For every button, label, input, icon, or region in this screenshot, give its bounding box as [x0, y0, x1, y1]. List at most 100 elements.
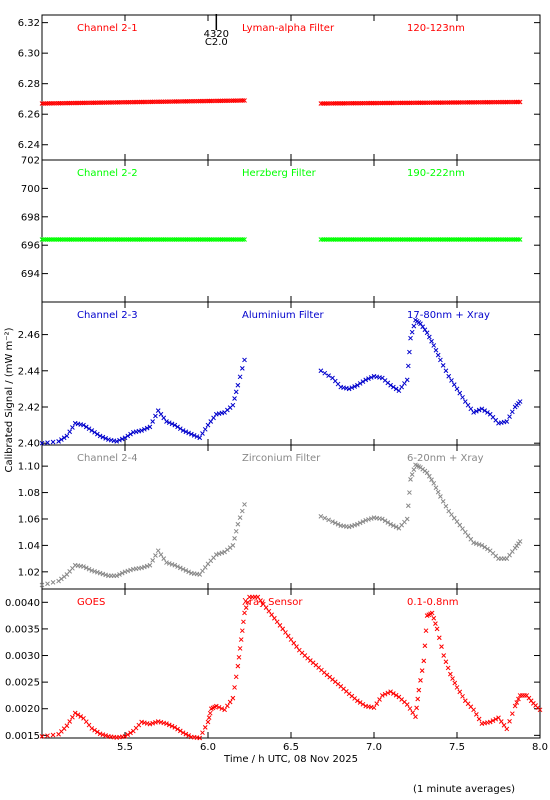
data-point-p1-18 [72, 237, 78, 242]
data-point-p0-156 [400, 100, 405, 106]
data-point-p4-64 [216, 704, 222, 710]
xtick-label-2: 6.5 [283, 742, 299, 753]
data-point-p0-132 [356, 100, 362, 106]
data-point-p0-108 [238, 98, 244, 103]
data-point-p1-135 [361, 237, 367, 242]
data-point-p1-40 [113, 237, 118, 242]
data-point-p4-55 [200, 730, 205, 736]
data-point-p1-163 [412, 237, 418, 242]
data-point-p1-221 [517, 237, 523, 242]
data-point-p3-60 [213, 552, 219, 558]
data-point-p2-99 [393, 386, 399, 392]
data-point-p2-133 [471, 410, 476, 415]
data-point-p1-114 [323, 237, 329, 242]
data-point-p0-157 [401, 100, 407, 106]
data-point-p0-17 [70, 100, 76, 106]
data-point-p1-189 [459, 237, 465, 242]
data-point-p0-144 [378, 100, 383, 106]
data-point-p0-38 [109, 100, 115, 105]
data-point-p2-39 [155, 408, 161, 413]
data-point-p0-177 [438, 100, 443, 105]
data-point-p1-172 [428, 237, 434, 242]
data-point-p4-84 [255, 594, 261, 600]
data-point-p2-16 [92, 429, 97, 435]
data-point-p0-153 [394, 100, 400, 106]
data-point-p0-99 [221, 98, 227, 104]
data-point-p4-161 [445, 665, 451, 671]
data-point-p4-50 [186, 733, 191, 738]
data-point-p2-105 [407, 349, 412, 355]
data-point-p1-74 [175, 237, 181, 242]
data-point-p3-45 [172, 562, 178, 568]
flare-marker-class: C2.0 [205, 37, 228, 48]
panel-label-p3-0: Channel 2-4 [77, 453, 138, 464]
panel-label-p0-1: Lyman-alpha Filter [242, 23, 335, 34]
data-point-p2-70 [237, 374, 243, 380]
ytick-label-p2-0: 2.40 [18, 439, 40, 450]
data-point-p1-205 [488, 237, 494, 242]
panel-frame-4 [41, 588, 541, 739]
data-point-p0-195 [470, 100, 476, 105]
data-point-p0-48 [128, 99, 133, 105]
data-point-p2-54 [197, 435, 203, 441]
data-point-p0-163 [412, 100, 418, 106]
data-point-p1-110 [242, 237, 247, 242]
data-point-p2-123 [443, 368, 449, 374]
data-point-p0-211 [499, 99, 505, 105]
data-point-p4-57 [205, 719, 211, 725]
data-point-p3-72 [242, 502, 247, 507]
data-point-p0-221 [517, 99, 523, 105]
data-point-p2-2 [50, 439, 56, 445]
data-point-p2-126 [451, 382, 457, 388]
data-point-p4-91 [274, 619, 280, 625]
data-point-p4-66 [222, 707, 227, 713]
data-point-p4-134 [393, 692, 399, 698]
data-point-p0-115 [325, 101, 331, 106]
data-point-p0-72 [172, 99, 177, 104]
data-point-p0-97 [218, 98, 223, 104]
ytick-label-p2-3: 2.46 [18, 330, 40, 341]
data-point-p0-36 [105, 100, 111, 105]
data-point-p0-191 [463, 100, 469, 105]
data-point-p1-193 [467, 237, 472, 242]
data-point-p1-9 [56, 237, 61, 242]
data-point-p1-33 [100, 237, 106, 242]
data-point-p0-117 [329, 101, 335, 106]
data-point-p0-205 [488, 99, 494, 105]
ytick-label-p3-2: 1.06 [18, 514, 40, 525]
data-point-p0-42 [116, 100, 122, 105]
data-point-p4-74 [237, 646, 243, 651]
data-point-p3-0 [39, 582, 45, 588]
data-point-p0-181 [445, 100, 450, 105]
data-point-p0-80 [186, 98, 192, 104]
data-point-p4-133 [391, 691, 396, 696]
data-point-p1-187 [456, 237, 461, 242]
data-point-p4-11 [78, 714, 84, 719]
data-point-p1-126 [345, 237, 351, 242]
data-point-p3-136 [479, 543, 485, 548]
data-point-p2-84 [352, 384, 357, 389]
data-point-p2-4 [59, 437, 64, 442]
data-point-p3-37 [150, 558, 156, 563]
data-point-p0-137 [365, 100, 371, 106]
data-point-p4-98 [294, 644, 299, 650]
data-point-p4-0 [39, 734, 45, 739]
data-point-p4-77 [241, 619, 246, 625]
data-point-p0-133 [358, 100, 364, 106]
panel-label-p3-2: 6-20nm + Xray [407, 453, 484, 464]
data-point-p0-168 [421, 100, 427, 106]
data-point-p4-142 [414, 705, 419, 711]
data-point-p2-75 [326, 373, 331, 378]
data-point-p4-48 [180, 730, 186, 736]
data-point-p0-83 [192, 98, 198, 104]
data-point-p1-66 [161, 237, 166, 242]
data-point-p4-70 [232, 685, 237, 690]
data-point-p2-131 [465, 402, 471, 408]
data-point-p0-0 [39, 101, 45, 106]
data-point-p0-213 [503, 99, 508, 105]
data-point-p1-109 [240, 237, 246, 242]
panel-label-p0-2: 120-123nm [407, 23, 465, 34]
data-point-p4-148 [422, 643, 428, 649]
data-point-p1-65 [159, 237, 165, 242]
ytick-label-p4-4: 0.0035 [5, 624, 40, 635]
